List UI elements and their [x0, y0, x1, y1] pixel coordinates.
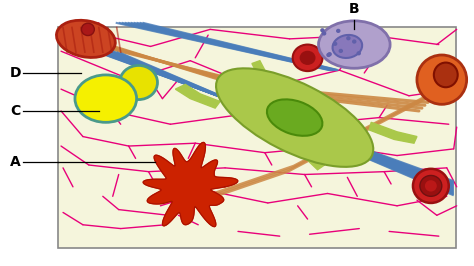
Ellipse shape [82, 23, 94, 36]
Ellipse shape [300, 51, 316, 65]
Ellipse shape [333, 35, 362, 58]
Bar [58, 27, 456, 248]
Ellipse shape [120, 65, 157, 99]
Ellipse shape [338, 49, 343, 53]
Ellipse shape [333, 42, 337, 46]
Text: A: A [10, 155, 21, 169]
Ellipse shape [319, 21, 390, 68]
Ellipse shape [425, 180, 437, 192]
Polygon shape [295, 139, 325, 170]
Ellipse shape [336, 29, 340, 33]
Ellipse shape [328, 52, 332, 56]
Ellipse shape [216, 68, 374, 167]
Ellipse shape [322, 31, 326, 36]
Ellipse shape [417, 55, 466, 104]
Ellipse shape [346, 36, 351, 40]
Ellipse shape [352, 39, 356, 44]
Ellipse shape [292, 45, 322, 71]
Ellipse shape [420, 176, 442, 196]
Text: D: D [9, 66, 21, 80]
Polygon shape [369, 122, 417, 143]
Polygon shape [143, 142, 238, 227]
Ellipse shape [434, 63, 458, 87]
Ellipse shape [356, 51, 361, 55]
Polygon shape [175, 84, 220, 108]
Text: C: C [10, 104, 20, 118]
Ellipse shape [326, 53, 331, 57]
Polygon shape [252, 61, 268, 89]
Ellipse shape [75, 75, 137, 122]
Ellipse shape [413, 169, 449, 203]
Ellipse shape [56, 20, 115, 57]
Ellipse shape [267, 99, 322, 136]
Ellipse shape [320, 28, 325, 32]
Text: B: B [349, 2, 360, 16]
